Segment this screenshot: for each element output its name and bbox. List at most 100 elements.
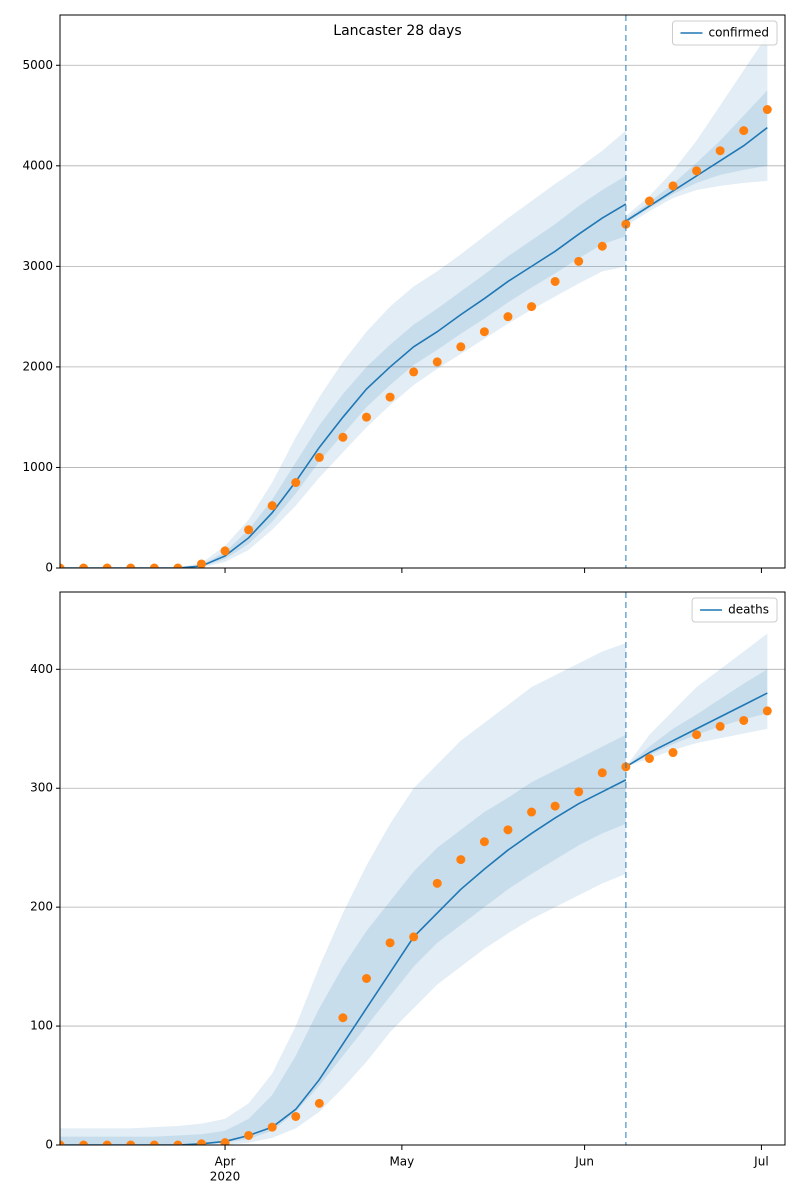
data-point — [527, 807, 537, 817]
uncertainty-band — [625, 633, 768, 767]
data-point — [60, 1140, 65, 1145]
y-tick-label: 100 — [30, 1019, 53, 1033]
data-point — [220, 546, 230, 556]
data-point — [385, 392, 395, 402]
legend-box — [691, 597, 778, 623]
y-tick-label: 300 — [30, 781, 53, 795]
data-point — [432, 357, 442, 367]
data-point — [126, 1140, 136, 1145]
x-tick-sublabel: 2020 — [210, 1170, 241, 1184]
data-point — [479, 837, 489, 847]
data-point — [739, 715, 749, 725]
data-point — [173, 563, 183, 568]
data-point — [267, 1122, 277, 1132]
data-point — [220, 1138, 230, 1145]
data-point — [715, 721, 725, 731]
data-point — [692, 166, 702, 176]
data-point — [409, 367, 419, 377]
plot-area — [60, 35, 785, 568]
data-point — [762, 706, 772, 716]
y-tick-label: 3000 — [22, 259, 53, 273]
data-point — [432, 878, 442, 888]
data-point — [362, 412, 372, 422]
data-point — [149, 1140, 159, 1145]
data-point — [739, 126, 749, 136]
data-point — [574, 787, 584, 797]
y-tick-label: 0 — [45, 1138, 53, 1152]
data-point — [597, 241, 607, 251]
data-point — [244, 1130, 254, 1140]
data-point — [550, 801, 560, 811]
y-tick-label: 200 — [30, 900, 53, 914]
x-tick-label: May — [389, 1155, 414, 1169]
data-point — [597, 768, 607, 778]
series-line — [625, 692, 768, 768]
data-point — [409, 932, 419, 942]
data-point — [79, 563, 89, 568]
x-tick-label: Apr — [215, 1155, 236, 1169]
data-point — [173, 1140, 183, 1145]
data-point — [291, 1111, 301, 1121]
series-line — [625, 126, 768, 222]
data-point — [644, 196, 654, 206]
series-line — [60, 203, 627, 568]
data-point — [479, 327, 489, 337]
data-point — [550, 276, 560, 286]
data-point — [527, 302, 537, 312]
series-line — [60, 779, 627, 1145]
data-point — [644, 753, 654, 763]
legend: deaths — [700, 603, 769, 617]
y-tick-label: 2000 — [22, 359, 53, 373]
y-tick-label: 4000 — [22, 158, 53, 172]
uncertainty-band — [625, 35, 768, 227]
data-point — [196, 1139, 206, 1145]
plot-frame — [59, 14, 786, 569]
data-point — [574, 256, 584, 266]
legend-box — [671, 20, 778, 46]
uncertainty-band — [60, 643, 626, 1145]
data-point — [503, 312, 513, 322]
data-point — [456, 342, 466, 352]
data-point — [102, 1140, 112, 1145]
data-point — [338, 432, 348, 442]
data-point — [291, 478, 301, 488]
data-point — [314, 452, 324, 462]
uncertainty-band — [60, 175, 626, 568]
data-point — [715, 146, 725, 156]
data-point — [79, 1140, 89, 1145]
data-point — [126, 563, 136, 568]
data-point — [267, 501, 277, 511]
data-point — [338, 1013, 348, 1023]
y-tick-label: 0 — [45, 561, 53, 575]
legend-label: deaths — [728, 603, 769, 617]
data-point — [314, 1098, 324, 1108]
y-tick-label: 5000 — [22, 58, 53, 72]
data-point — [456, 855, 466, 865]
data-point — [102, 563, 112, 568]
data-point — [60, 563, 65, 568]
data-point — [244, 525, 254, 535]
uncertainty-band — [625, 669, 768, 767]
data-point — [762, 105, 772, 115]
x-tick-label: Jun — [574, 1155, 594, 1169]
chart-title: Lancaster 28 days — [333, 23, 461, 39]
legend: confirmed — [680, 26, 769, 40]
uncertainty-band — [60, 130, 626, 568]
y-tick-label: 1000 — [22, 460, 53, 474]
legend-label: confirmed — [708, 26, 769, 40]
plot-area — [60, 633, 785, 1145]
data-point — [503, 825, 513, 835]
plot-frame — [59, 591, 786, 1146]
data-point — [621, 219, 631, 229]
x-tick-label: Jul — [753, 1155, 768, 1169]
data-point — [196, 559, 206, 568]
data-point — [385, 938, 395, 948]
data-point — [362, 974, 372, 984]
uncertainty-band — [625, 90, 768, 224]
data-point — [668, 181, 678, 191]
data-point — [668, 748, 678, 758]
y-tick-label: 400 — [30, 662, 53, 676]
data-point — [692, 730, 702, 740]
